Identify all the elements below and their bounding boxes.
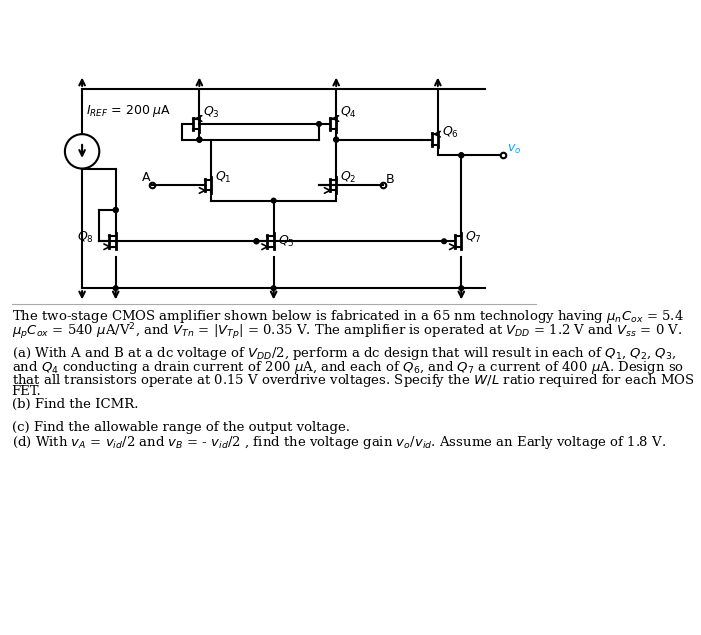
Circle shape xyxy=(254,239,259,244)
Text: $Q_3$: $Q_3$ xyxy=(203,105,220,120)
Text: that all transistors operate at 0.15 V overdrive voltages. Specify the $W/L$ rat: that all transistors operate at 0.15 V o… xyxy=(12,372,695,389)
Text: $Q_8$: $Q_8$ xyxy=(76,231,93,245)
Text: (d) With $v_A$ = $v_{id}$/2 and $v_B$ = - $v_{id}$/2 , find the voltage gain $v_: (d) With $v_A$ = $v_{id}$/2 and $v_B$ = … xyxy=(12,434,666,451)
Text: FET.: FET. xyxy=(12,385,41,398)
Circle shape xyxy=(334,137,339,142)
Text: (a) With A and B at a dc voltage of $V_{DD}$/2, perform a dc design that will re: (a) With A and B at a dc voltage of $V_{… xyxy=(12,345,676,362)
Text: $Q_4$: $Q_4$ xyxy=(340,105,357,120)
Text: (b) Find the ICMR.: (b) Find the ICMR. xyxy=(12,398,138,411)
Text: $Q_2$: $Q_2$ xyxy=(340,170,357,185)
Circle shape xyxy=(197,137,202,142)
Text: A: A xyxy=(142,171,151,184)
Circle shape xyxy=(114,286,118,291)
Circle shape xyxy=(197,137,202,142)
Text: $Q_5$: $Q_5$ xyxy=(278,234,294,250)
Text: $Q_1$: $Q_1$ xyxy=(215,170,231,185)
Circle shape xyxy=(317,122,321,126)
Text: $Q_6$: $Q_6$ xyxy=(442,124,458,140)
Text: and $Q_4$ conducting a drain current of 200 $\mu$A, and each of $Q_6$, and $Q_7$: and $Q_4$ conducting a drain current of … xyxy=(12,359,684,375)
Circle shape xyxy=(459,286,463,291)
Circle shape xyxy=(334,137,339,142)
Text: (c) Find the allowable range of the output voltage.: (c) Find the allowable range of the outp… xyxy=(12,421,350,434)
Circle shape xyxy=(459,153,463,157)
Circle shape xyxy=(197,137,202,142)
Circle shape xyxy=(114,208,118,212)
Text: $v_o$: $v_o$ xyxy=(507,143,521,156)
Circle shape xyxy=(459,153,463,157)
Text: The two-stage CMOS amplifier shown below is fabricated in a 65 nm technology hav: The two-stage CMOS amplifier shown below… xyxy=(12,308,683,324)
Text: $I_{REF}$ = 200 $\mu$A: $I_{REF}$ = 200 $\mu$A xyxy=(86,102,171,119)
Circle shape xyxy=(254,239,259,244)
Circle shape xyxy=(442,239,447,244)
Text: $Q_7$: $Q_7$ xyxy=(465,231,482,245)
Text: B: B xyxy=(386,173,395,187)
Circle shape xyxy=(271,286,276,291)
Circle shape xyxy=(114,208,118,212)
Circle shape xyxy=(271,198,276,203)
Text: $\mu_p C_{ox}$ = 540 $\mu$A/V$^2$, and $V_{Tn}$ = |$V_{Tp}$| = 0.35 V. The ampli: $\mu_p C_{ox}$ = 540 $\mu$A/V$^2$, and $… xyxy=(12,322,682,342)
